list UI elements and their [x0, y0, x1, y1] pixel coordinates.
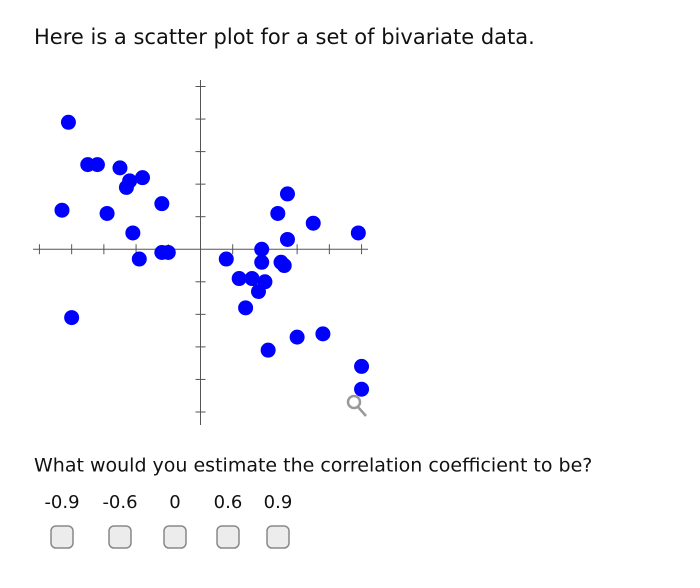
option-label: 0	[169, 492, 180, 513]
point	[354, 381, 370, 397]
checkbox[interactable]	[50, 525, 74, 549]
point	[250, 284, 266, 300]
point	[112, 160, 128, 176]
point	[99, 205, 115, 221]
point	[270, 205, 286, 221]
checkbox[interactable]	[108, 525, 132, 549]
checkbox[interactable]	[216, 525, 240, 549]
point	[131, 251, 147, 267]
option-label: -0.6	[102, 492, 137, 513]
zoom-icon[interactable]	[346, 394, 367, 417]
point	[160, 245, 176, 260]
point	[154, 196, 170, 212]
point	[89, 157, 105, 173]
option-label: 0.9	[264, 492, 293, 513]
point	[289, 329, 305, 345]
point	[350, 225, 366, 241]
title: Here is a scatter plot for a set of biva…	[34, 25, 535, 49]
point	[238, 300, 254, 316]
option-label: -0.9	[44, 492, 79, 513]
options: -0.9 -0.6 0 0.6 0.9	[44, 492, 293, 549]
checkbox[interactable]	[163, 525, 187, 549]
point	[276, 258, 292, 274]
point	[125, 225, 141, 241]
point	[244, 271, 260, 287]
point	[279, 231, 295, 247]
point	[60, 114, 76, 130]
point	[260, 342, 276, 358]
point	[305, 215, 321, 231]
question: What would you estimate the correlation …	[34, 455, 592, 477]
scatter-plot	[33, 80, 370, 425]
point	[218, 251, 234, 267]
checkbox[interactable]	[266, 525, 290, 549]
point	[231, 271, 247, 287]
point	[118, 179, 134, 195]
point	[54, 202, 70, 218]
point	[279, 186, 295, 202]
point	[254, 254, 270, 270]
point	[315, 326, 331, 342]
option-label: 0.6	[214, 492, 243, 513]
point	[64, 310, 80, 326]
point	[135, 170, 151, 186]
point	[354, 358, 370, 374]
point	[254, 241, 270, 257]
